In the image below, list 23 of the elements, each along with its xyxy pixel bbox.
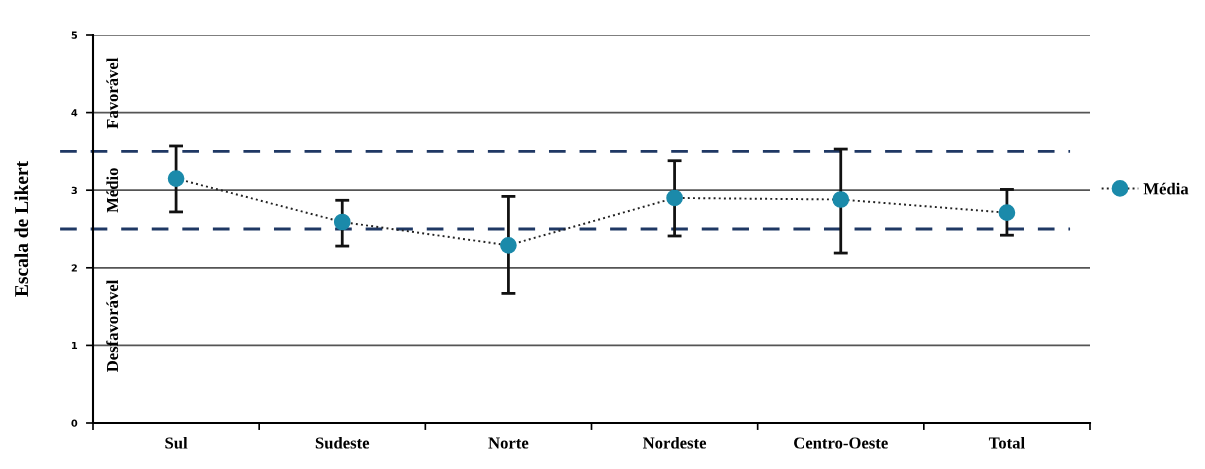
y-tick-label: 3 — [71, 186, 77, 195]
point — [666, 189, 683, 207]
point — [500, 236, 517, 254]
y-axis-title: Escala de Likert — [14, 161, 29, 297]
x-tick-label: Centro-Oeste — [794, 437, 888, 449]
annotation: Favorável — [106, 57, 119, 129]
annotation: Médio — [106, 168, 119, 213]
point — [167, 170, 185, 187]
point — [333, 213, 351, 231]
y-tick-label: 4 — [71, 109, 78, 117]
x-tick-label: Sudeste — [315, 436, 370, 449]
annotation: Desfavorável — [106, 280, 119, 372]
legend-label: Média — [1143, 182, 1189, 195]
x-tick-label: Nordeste — [642, 436, 707, 449]
y-tick-label: 2 — [71, 264, 77, 272]
x-tick-label: Sul — [165, 436, 188, 449]
y-tick-label: 5 — [71, 31, 78, 39]
x-tick-label: Norte — [488, 437, 529, 449]
point — [832, 191, 850, 208]
x-tick-label: Total — [988, 436, 1025, 449]
y-tick-label: 1 — [72, 342, 78, 350]
point — [998, 204, 1016, 222]
y-tick-label: 0 — [71, 419, 78, 427]
